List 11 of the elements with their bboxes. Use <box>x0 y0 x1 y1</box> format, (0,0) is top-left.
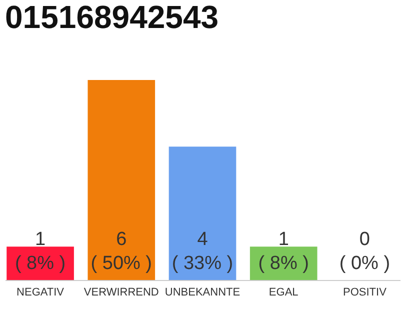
x-tick-label: POSITIV <box>343 286 388 298</box>
data-label: 0 ( 0% ) <box>339 229 390 274</box>
data-label: 1 ( 8% ) <box>258 229 309 274</box>
data-label: 1 ( 8% ) <box>14 229 66 274</box>
chart-title: 015168942543 <box>5 0 219 35</box>
data-label: 6 ( 50% ) <box>90 229 152 274</box>
data-label: 4 ( 33% ) <box>172 229 234 274</box>
x-tick-label: NEGATIV <box>16 286 65 298</box>
x-tick-label: EGAL <box>268 286 298 298</box>
x-tick-label: UNBEKANNTE <box>164 286 240 298</box>
x-tick-label: VERWIRREND <box>84 286 159 298</box>
